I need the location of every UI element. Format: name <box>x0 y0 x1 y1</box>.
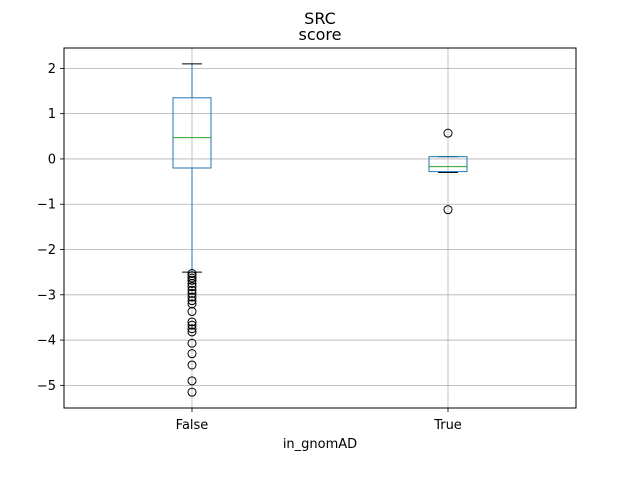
iqr-box <box>428 156 468 173</box>
outlier-point <box>443 128 453 138</box>
outlier-point <box>187 273 197 283</box>
outlier-point <box>187 282 197 292</box>
x-tick-label: True <box>433 418 462 433</box>
outlier-point <box>187 269 197 279</box>
outlier-point <box>187 296 197 306</box>
box-group-true <box>428 128 468 215</box>
outlier-point <box>443 205 453 215</box>
outlier-point <box>187 307 197 317</box>
outlier-point <box>187 278 197 288</box>
plot-frame <box>63 47 577 409</box>
iqr-box <box>172 97 212 169</box>
outlier-point <box>187 338 197 348</box>
y-tick-label: −1 <box>37 198 56 213</box>
y-tick-label: −5 <box>37 379 56 394</box>
outlier-point <box>187 317 197 327</box>
y-tick-label: −3 <box>37 288 56 303</box>
y-tick-label: −2 <box>37 243 56 258</box>
outlier-point <box>187 349 197 359</box>
outlier-point <box>187 275 197 285</box>
tick-layer: 2 1 0 −1 −2 −3 −4 −5 False True <box>37 62 462 433</box>
outlier-point <box>187 292 197 302</box>
outlier-point <box>187 324 197 334</box>
outlier-point <box>187 288 197 298</box>
chart-suptitle: SRC <box>304 9 336 28</box>
x-tick-label: False <box>176 418 209 433</box>
y-tick-label: 2 <box>48 62 56 77</box>
grid-layer <box>64 48 576 408</box>
outlier-point <box>187 285 197 295</box>
chart-title: score <box>299 25 342 44</box>
outlier-point <box>187 387 197 397</box>
y-tick-label: 0 <box>48 152 56 167</box>
x-axis-label: in_gnomAD <box>283 437 357 452</box>
box-group-false <box>172 63 212 397</box>
y-tick-label: −4 <box>37 334 56 349</box>
y-tick-label: 1 <box>48 107 56 122</box>
box-layer <box>172 63 468 397</box>
outlier-point <box>187 327 197 337</box>
outlier-point <box>187 360 197 370</box>
outlier-point <box>187 376 197 386</box>
outlier-point <box>187 320 197 330</box>
